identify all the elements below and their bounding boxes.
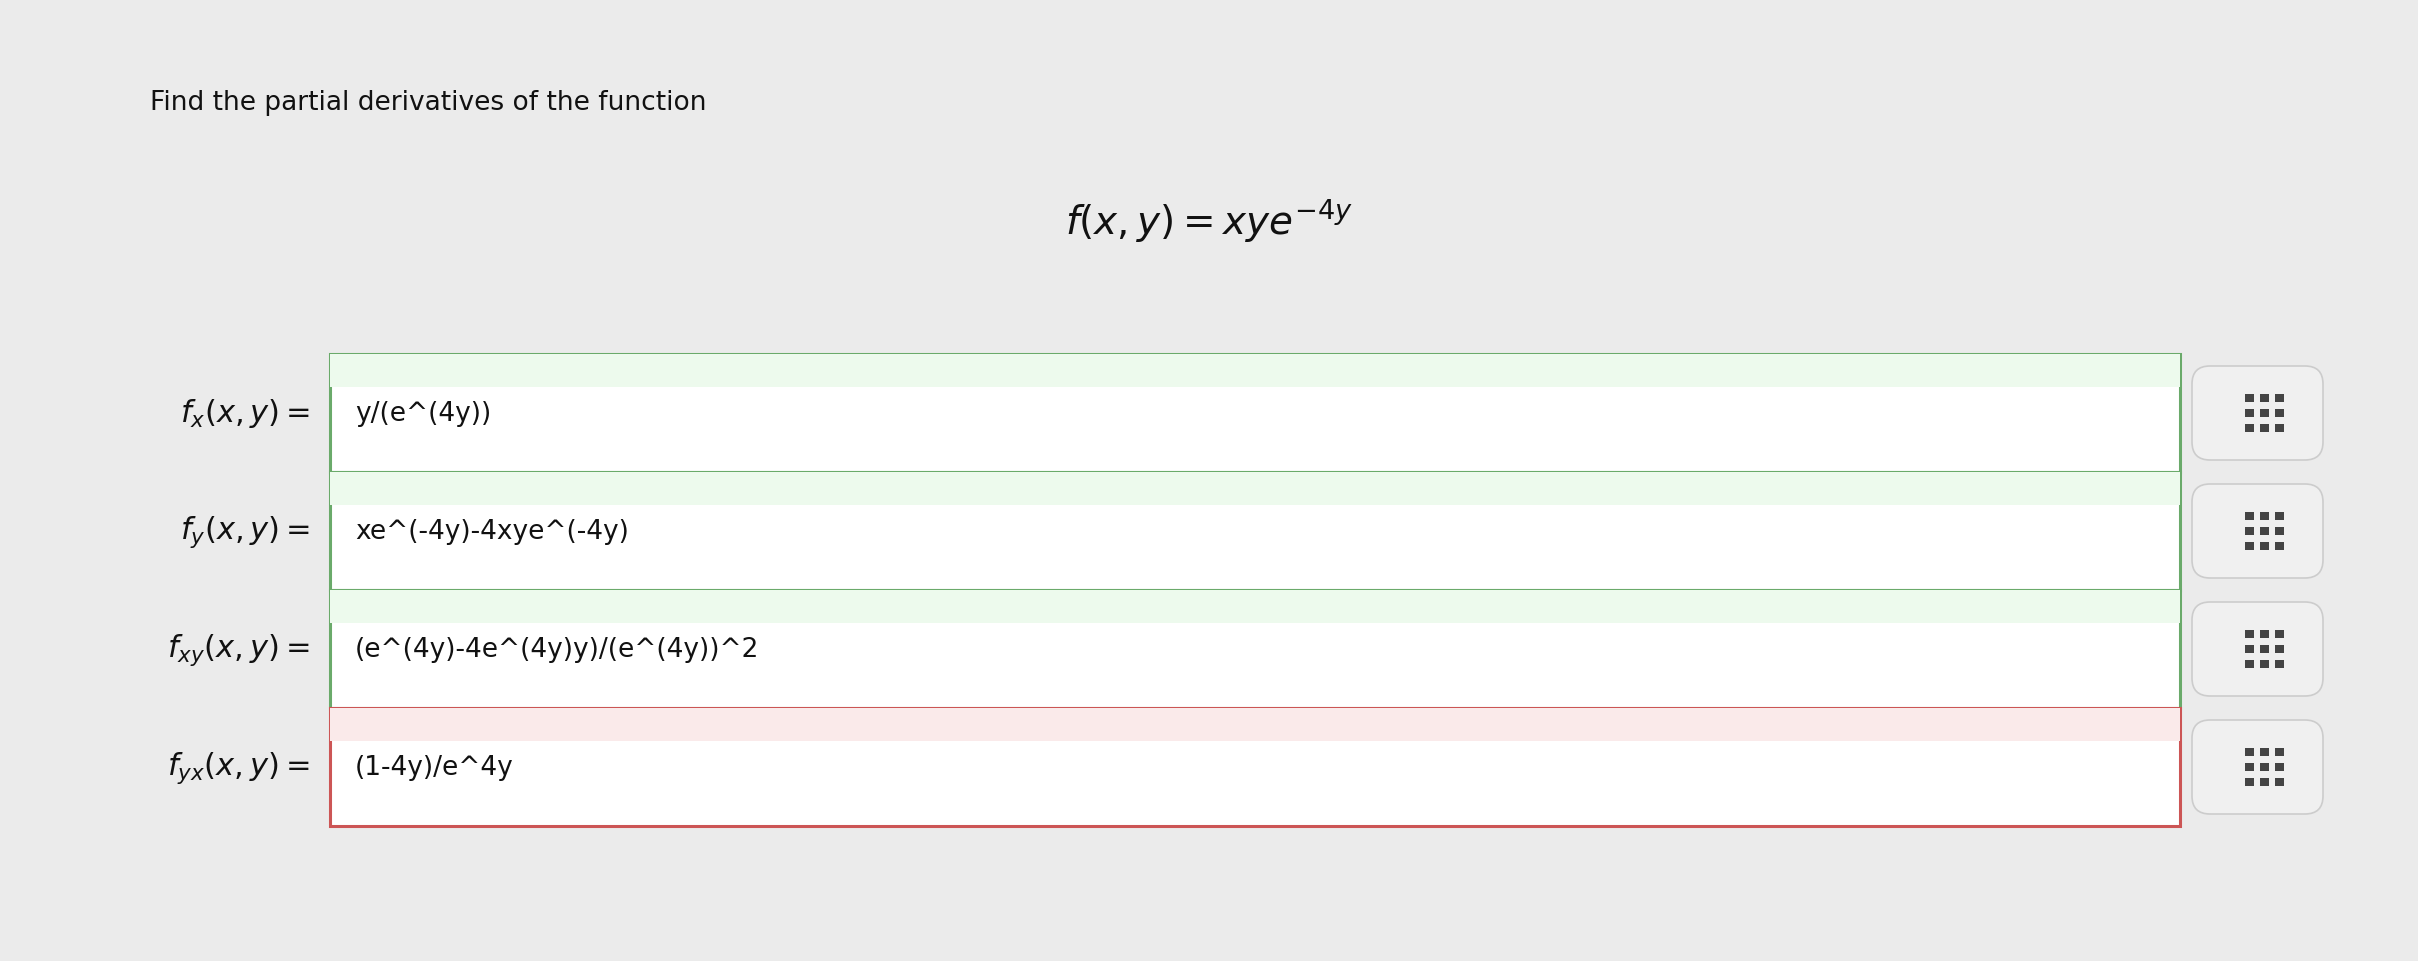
- Bar: [2275, 763, 2283, 772]
- Bar: [2275, 660, 2283, 669]
- Bar: [2246, 409, 2254, 418]
- Text: $f_y(x, y) =$: $f_y(x, y) =$: [179, 513, 310, 550]
- Bar: [2261, 409, 2268, 418]
- FancyBboxPatch shape: [329, 590, 2181, 708]
- FancyBboxPatch shape: [2193, 484, 2324, 579]
- Bar: [2246, 425, 2254, 432]
- Bar: [2246, 542, 2254, 551]
- Bar: [2246, 778, 2254, 786]
- Bar: [2246, 394, 2254, 403]
- Bar: [2246, 660, 2254, 669]
- Text: (e^(4y)-4e^(4y)y)/(e^(4y))^2: (e^(4y)-4e^(4y)y)/(e^(4y))^2: [355, 636, 759, 662]
- FancyBboxPatch shape: [329, 473, 2181, 590]
- Bar: [2275, 542, 2283, 551]
- FancyBboxPatch shape: [329, 590, 2181, 624]
- Bar: [2275, 425, 2283, 432]
- Bar: [2261, 425, 2268, 432]
- Bar: [2261, 748, 2268, 756]
- Text: (1-4y)/e^4y: (1-4y)/e^4y: [355, 754, 513, 780]
- Bar: [2261, 763, 2268, 772]
- FancyBboxPatch shape: [329, 355, 2181, 387]
- Bar: [2246, 645, 2254, 653]
- Bar: [2261, 542, 2268, 551]
- Bar: [2275, 748, 2283, 756]
- Bar: [2246, 528, 2254, 535]
- Text: $f_x(x, y) =$: $f_x(x, y) =$: [179, 397, 310, 431]
- Bar: [2275, 645, 2283, 653]
- Bar: [2261, 645, 2268, 653]
- FancyBboxPatch shape: [2193, 720, 2324, 814]
- Text: $f(x, y) = xye^{-4y}$: $f(x, y) = xye^{-4y}$: [1064, 196, 1354, 243]
- Bar: [2261, 660, 2268, 669]
- FancyBboxPatch shape: [2193, 603, 2324, 697]
- Bar: [2275, 528, 2283, 535]
- Bar: [2261, 630, 2268, 639]
- Bar: [2246, 630, 2254, 639]
- Bar: [2261, 512, 2268, 521]
- Bar: [2246, 748, 2254, 756]
- FancyBboxPatch shape: [329, 355, 2181, 473]
- Bar: [2275, 512, 2283, 521]
- Text: $f_{xy}(x, y) =$: $f_{xy}(x, y) =$: [167, 631, 310, 667]
- FancyBboxPatch shape: [329, 708, 2181, 741]
- Bar: [2275, 630, 2283, 639]
- Bar: [2275, 394, 2283, 403]
- FancyBboxPatch shape: [329, 708, 2181, 826]
- Bar: [2275, 778, 2283, 786]
- Bar: [2246, 763, 2254, 772]
- Text: $f_{yx}(x, y) =$: $f_{yx}(x, y) =$: [167, 750, 310, 785]
- FancyBboxPatch shape: [329, 473, 2181, 505]
- Bar: [2261, 778, 2268, 786]
- Text: Find the partial derivatives of the function: Find the partial derivatives of the func…: [150, 90, 706, 116]
- Bar: [2261, 394, 2268, 403]
- FancyBboxPatch shape: [2193, 366, 2324, 460]
- Text: y/(e^(4y)): y/(e^(4y)): [355, 401, 491, 427]
- Bar: [2246, 512, 2254, 521]
- Bar: [2275, 409, 2283, 418]
- Text: xe^(-4y)-4xye^(-4y): xe^(-4y)-4xye^(-4y): [355, 519, 629, 545]
- Bar: [2261, 528, 2268, 535]
